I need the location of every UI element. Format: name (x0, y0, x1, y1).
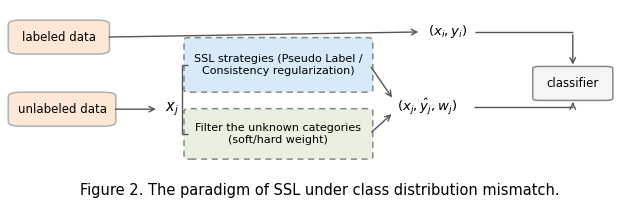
FancyBboxPatch shape (8, 20, 109, 54)
FancyBboxPatch shape (532, 67, 613, 101)
Text: $(x_i, y_i)$: $(x_i, y_i)$ (428, 23, 468, 40)
FancyBboxPatch shape (184, 37, 372, 92)
Text: labeled data: labeled data (22, 30, 96, 44)
Text: Figure 2. The paradigm of SSL under class distribution mismatch.: Figure 2. The paradigm of SSL under clas… (80, 183, 560, 198)
Text: $(x_j, \hat{y}_j, w_j)$: $(x_j, \hat{y}_j, w_j)$ (397, 97, 458, 117)
FancyBboxPatch shape (184, 109, 372, 159)
Text: $x_j$: $x_j$ (164, 100, 179, 118)
Text: Filter the unknown categories
(soft/hard weight): Filter the unknown categories (soft/hard… (195, 123, 362, 145)
FancyBboxPatch shape (8, 92, 116, 126)
Text: classifier: classifier (547, 77, 599, 90)
Text: SSL strategies (Pseudo Label /
Consistency regularization): SSL strategies (Pseudo Label / Consisten… (194, 54, 363, 76)
Text: unlabeled data: unlabeled data (17, 103, 107, 116)
